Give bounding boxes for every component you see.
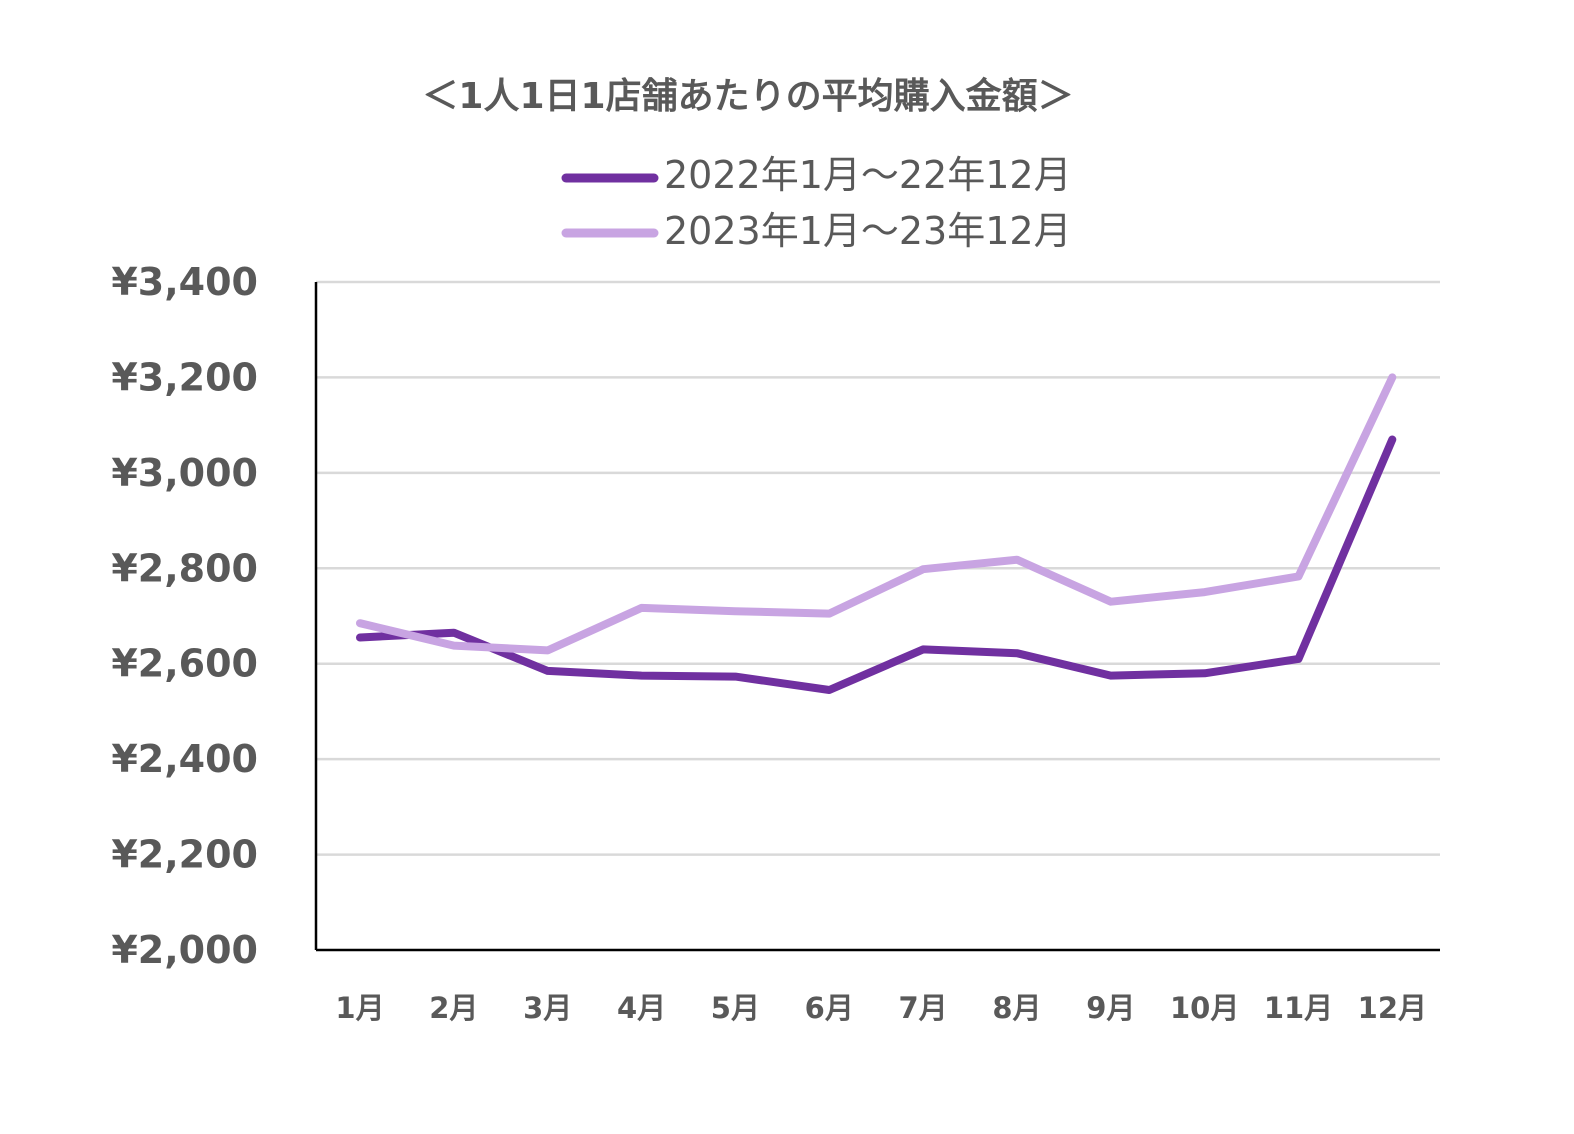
- x-tick-label: 2月: [429, 991, 478, 1025]
- x-tick-label: 3月: [523, 991, 572, 1025]
- legend-label-2022: 2022年1月～22年12月: [664, 153, 1072, 197]
- y-tick-label: ¥2,200: [111, 833, 258, 877]
- x-tick-label: 10月: [1170, 991, 1239, 1025]
- x-tick-label: 11月: [1264, 991, 1333, 1025]
- x-tick-label: 12月: [1358, 991, 1427, 1025]
- x-axis-ticks: 1月 2月 3月 4月 5月 6月 7月 8月 9月 10月 11月 12月: [335, 991, 1427, 1025]
- x-tick-label: 5月: [711, 991, 760, 1025]
- chart-title: ＜1人1日1店舗あたりの平均購入金額＞: [422, 75, 1073, 117]
- series-lines: [356, 373, 1397, 694]
- x-tick-label: 8月: [992, 991, 1041, 1025]
- gridlines: [316, 280, 1440, 856]
- legend: 2022年1月～22年12月 2023年1月～23年12月: [561, 153, 1072, 253]
- y-tick-label: ¥3,200: [111, 355, 258, 399]
- y-tick-label: ¥2,000: [111, 928, 258, 972]
- series-line-2022: [356, 435, 1397, 694]
- x-tick-label: 1月: [335, 991, 384, 1025]
- y-tick-label: ¥2,600: [111, 642, 258, 686]
- x-tick-label: 4月: [617, 991, 666, 1025]
- legend-label-2023: 2023年1月～23年12月: [664, 209, 1072, 253]
- x-tick-label: 7月: [899, 991, 948, 1025]
- x-tick-label: 6月: [805, 991, 854, 1025]
- y-tick-label: ¥2,400: [111, 737, 258, 781]
- x-tick-label: 9月: [1086, 991, 1135, 1025]
- y-tick-label: ¥3,000: [111, 451, 258, 495]
- y-axis-ticks: ¥2,000 ¥2,200 ¥2,400 ¥2,600 ¥2,800 ¥3,000 ¥3,2…: [111, 260, 258, 972]
- y-tick-label: ¥3,400: [111, 260, 258, 304]
- y-tick-label: ¥2,800: [111, 546, 258, 590]
- series-line-2023: [356, 373, 1397, 655]
